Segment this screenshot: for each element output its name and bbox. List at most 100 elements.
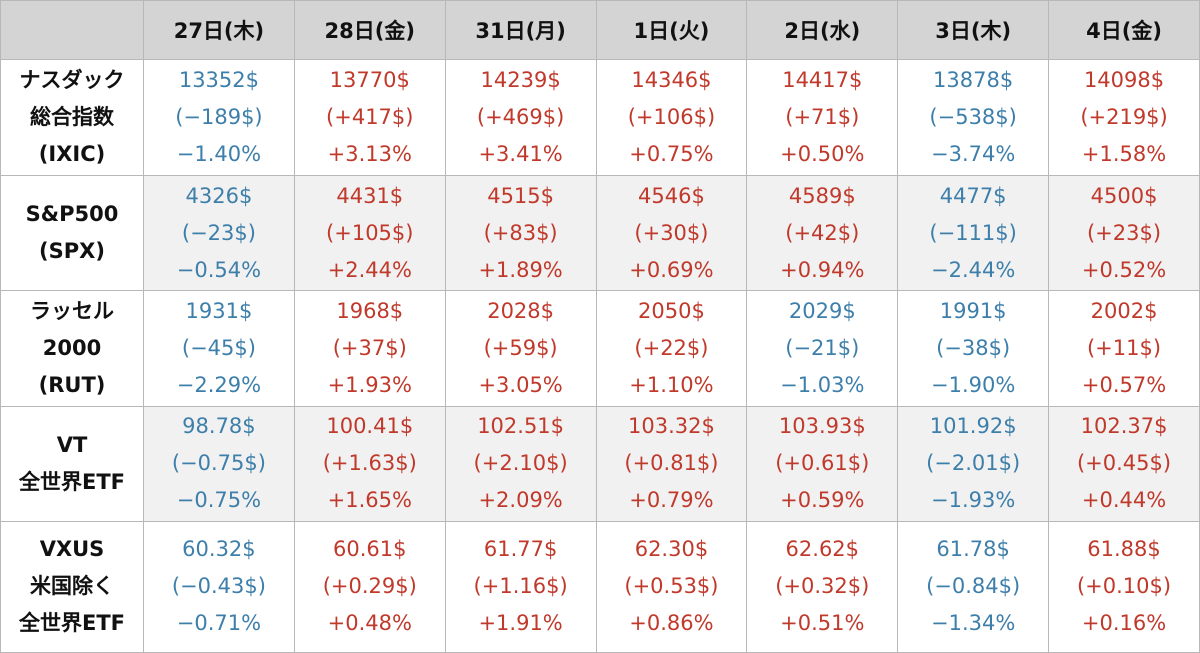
price-value: 1931$ — [185, 298, 253, 323]
change-value: (−0.84$) — [926, 574, 1021, 599]
price-value: 103.93$ — [778, 414, 866, 439]
index-name-line: 総合指数 — [30, 105, 114, 130]
change-value: (+469$) — [476, 105, 565, 130]
price-value: 2002$ — [1090, 298, 1158, 323]
quote-cell: 1968$ (+37$) +1.93% — [293, 290, 446, 407]
index-name-line: (SPX) — [39, 239, 105, 264]
index-name-line: 全世界ETF — [18, 469, 125, 494]
corner-cell — [0, 0, 144, 60]
price-value: 60.61$ — [333, 537, 407, 562]
percent-change: +0.59% — [780, 488, 865, 513]
quote-cell: 102.51$ (+2.10$) +2.09% — [444, 405, 597, 522]
index-name-line: ラッセル — [30, 298, 114, 323]
percent-change: +3.41% — [478, 142, 563, 167]
percent-change: +0.51% — [780, 611, 865, 636]
percent-change: +0.16% — [1081, 611, 1167, 636]
change-value: (+106$) — [627, 105, 716, 130]
percent-change: −0.54% — [176, 257, 262, 282]
percent-change: +1.10% — [629, 372, 714, 397]
change-value: (−0.75$) — [171, 451, 266, 476]
quote-cell: 102.37$ (+0.45$) +0.44% — [1048, 405, 1200, 522]
quote-cell: 4546$ (+30$) +0.69% — [595, 175, 748, 292]
change-value: (−0.43$) — [171, 574, 266, 599]
percent-change: +1.65% — [327, 488, 412, 513]
quote-cell: 14346$ (+106$) +0.75% — [595, 58, 748, 177]
price-value: 4589$ — [788, 183, 856, 208]
change-value: (+0.53$) — [624, 574, 719, 599]
change-value: (−111$) — [929, 220, 1017, 245]
percent-change: −0.71% — [176, 611, 262, 636]
day-header: 28日(金) — [293, 0, 446, 60]
price-value: 62.62$ — [785, 537, 860, 562]
change-value: (+37$) — [332, 335, 407, 360]
index-name-line: (IXIC) — [38, 142, 106, 167]
percent-change: +3.05% — [478, 372, 563, 397]
index-name-line: VT — [56, 432, 88, 457]
price-value: 4500$ — [1090, 183, 1158, 208]
change-value: (+71$) — [785, 105, 860, 130]
quote-cell: 1991$ (−38$) −1.90% — [897, 290, 1050, 407]
change-value: (+42$) — [785, 220, 860, 245]
percent-change: −1.93% — [930, 488, 1016, 513]
change-value: (+105$) — [326, 220, 414, 245]
quote-cell: 13878$ (−538$) −3.74% — [897, 58, 1050, 177]
index-name-line: VXUS — [39, 537, 105, 562]
change-value: (+30$) — [634, 220, 709, 245]
percent-change: −1.03% — [780, 372, 865, 397]
price-value: 102.37$ — [1080, 414, 1168, 439]
price-value: 4546$ — [638, 183, 705, 208]
index-name-cell: S&P500 (SPX) — [0, 175, 144, 292]
change-value: (+0.32$) — [775, 574, 870, 599]
price-value: 14098$ — [1083, 68, 1165, 93]
quote-cell: 4515$ (+83$) +1.89% — [444, 175, 597, 292]
change-value: (+23$) — [1086, 220, 1162, 245]
percent-change: +0.75% — [629, 142, 714, 167]
table-row: VT 全世界ETF 98.78$ (−0.75$) −0.75% 100.41$ (+1.6… — [0, 405, 1200, 522]
change-value: (−21$) — [785, 335, 860, 360]
change-value: (+2.10$) — [473, 451, 568, 476]
change-value: (−45$) — [181, 335, 256, 360]
index-name-line: S&P500 — [25, 202, 119, 227]
percent-change: −2.29% — [176, 372, 262, 397]
table-row: ラッセル 2000 (RUT) 1931$ (−45$) −2.29% 1968$ (+37$… — [0, 290, 1200, 407]
quote-cell: 13352$ (−189$) −1.40% — [143, 58, 295, 177]
quote-cell: 62.62$ (+0.32$) +0.51% — [746, 520, 899, 653]
change-value: (+417$) — [326, 105, 414, 130]
percent-change: −1.90% — [930, 372, 1016, 397]
quote-cell: 60.61$ (+0.29$) +0.48% — [293, 520, 446, 653]
price-value: 14417$ — [782, 68, 863, 93]
percent-change: −2.44% — [930, 257, 1016, 282]
quote-cell: 98.78$ (−0.75$) −0.75% — [143, 405, 295, 522]
change-value: (+83$) — [483, 220, 558, 245]
change-value: (+0.29$) — [322, 574, 417, 599]
price-value: 2050$ — [638, 298, 705, 323]
price-value: 4477$ — [939, 183, 1007, 208]
quote-cell: 4326$ (−23$) −0.54% — [143, 175, 295, 292]
price-value: 61.78$ — [936, 537, 1010, 562]
price-value: 4515$ — [487, 183, 555, 208]
change-value: (−38$) — [936, 335, 1011, 360]
quote-cell: 2002$ (+11$) +0.57% — [1048, 290, 1200, 407]
price-value: 13352$ — [178, 68, 259, 93]
price-value: 13770$ — [329, 68, 410, 93]
quote-cell: 2028$ (+59$) +3.05% — [444, 290, 597, 407]
price-value: 14239$ — [480, 68, 561, 93]
percent-change: +1.89% — [478, 257, 563, 282]
percent-change: +2.09% — [478, 488, 563, 513]
percent-change: +0.69% — [629, 257, 714, 282]
percent-change: +3.13% — [327, 142, 412, 167]
price-value: 2028$ — [487, 298, 555, 323]
quote-cell: 14239$ (+469$) +3.41% — [444, 58, 597, 177]
quote-cell: 100.41$ (+1.63$) +1.65% — [293, 405, 446, 522]
percent-change: +0.94% — [780, 257, 865, 282]
index-name-cell: VXUS 米国除く 全世界ETF — [0, 520, 144, 653]
change-value: (+11$) — [1086, 335, 1162, 360]
quote-cell: 60.32$ (−0.43$) −0.71% — [143, 520, 295, 653]
table-row: S&P500 (SPX) 4326$ (−23$) −0.54% 4431$ (+105$)… — [0, 175, 1200, 292]
quote-cell: 13770$ (+417$) +3.13% — [293, 58, 446, 177]
quote-cell: 61.88$ (+0.10$) +0.16% — [1048, 520, 1200, 653]
day-header: 1日(火) — [595, 0, 748, 60]
table-row: VXUS 米国除く 全世界ETF 60.32$ (−0.43$) −0.71% 60.61$… — [0, 520, 1200, 653]
change-value: (−538$) — [929, 105, 1017, 130]
